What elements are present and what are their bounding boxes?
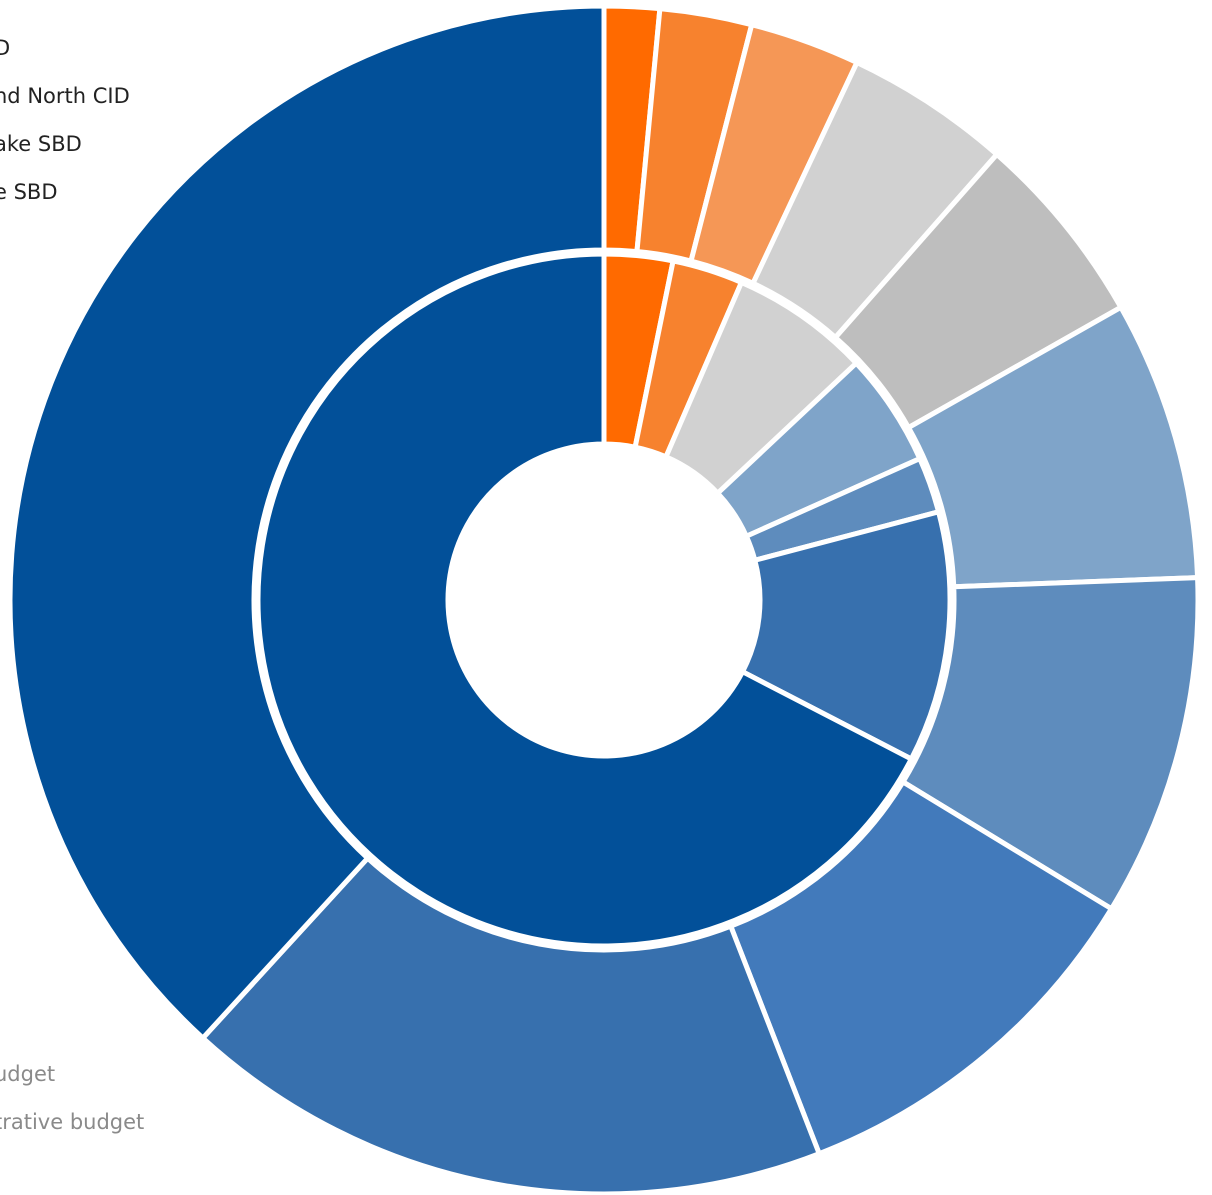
outer-slice-9[interactable] <box>200 855 822 1195</box>
inner-ring <box>255 251 953 949</box>
outer-slice-8[interactable] <box>728 779 1114 1157</box>
outer-ring <box>7 3 1201 1195</box>
legend-item[interactable]: udget <box>0 1062 56 1086</box>
outer-slice-10[interactable] <box>7 3 607 1041</box>
legend-item[interactable]: ake SBD <box>0 132 82 156</box>
legend-item[interactable]: D <box>0 36 11 60</box>
legend-item[interactable]: trative budget <box>0 1110 145 1134</box>
legend-item[interactable]: nd North CID <box>0 84 130 108</box>
legend-top: D nd North CID ake SBD e SBD <box>0 24 130 216</box>
legend-item[interactable]: e SBD <box>0 180 58 204</box>
inner-slice-7[interactable] <box>255 251 914 949</box>
legend-bottom: udget trative budget <box>0 1050 144 1146</box>
